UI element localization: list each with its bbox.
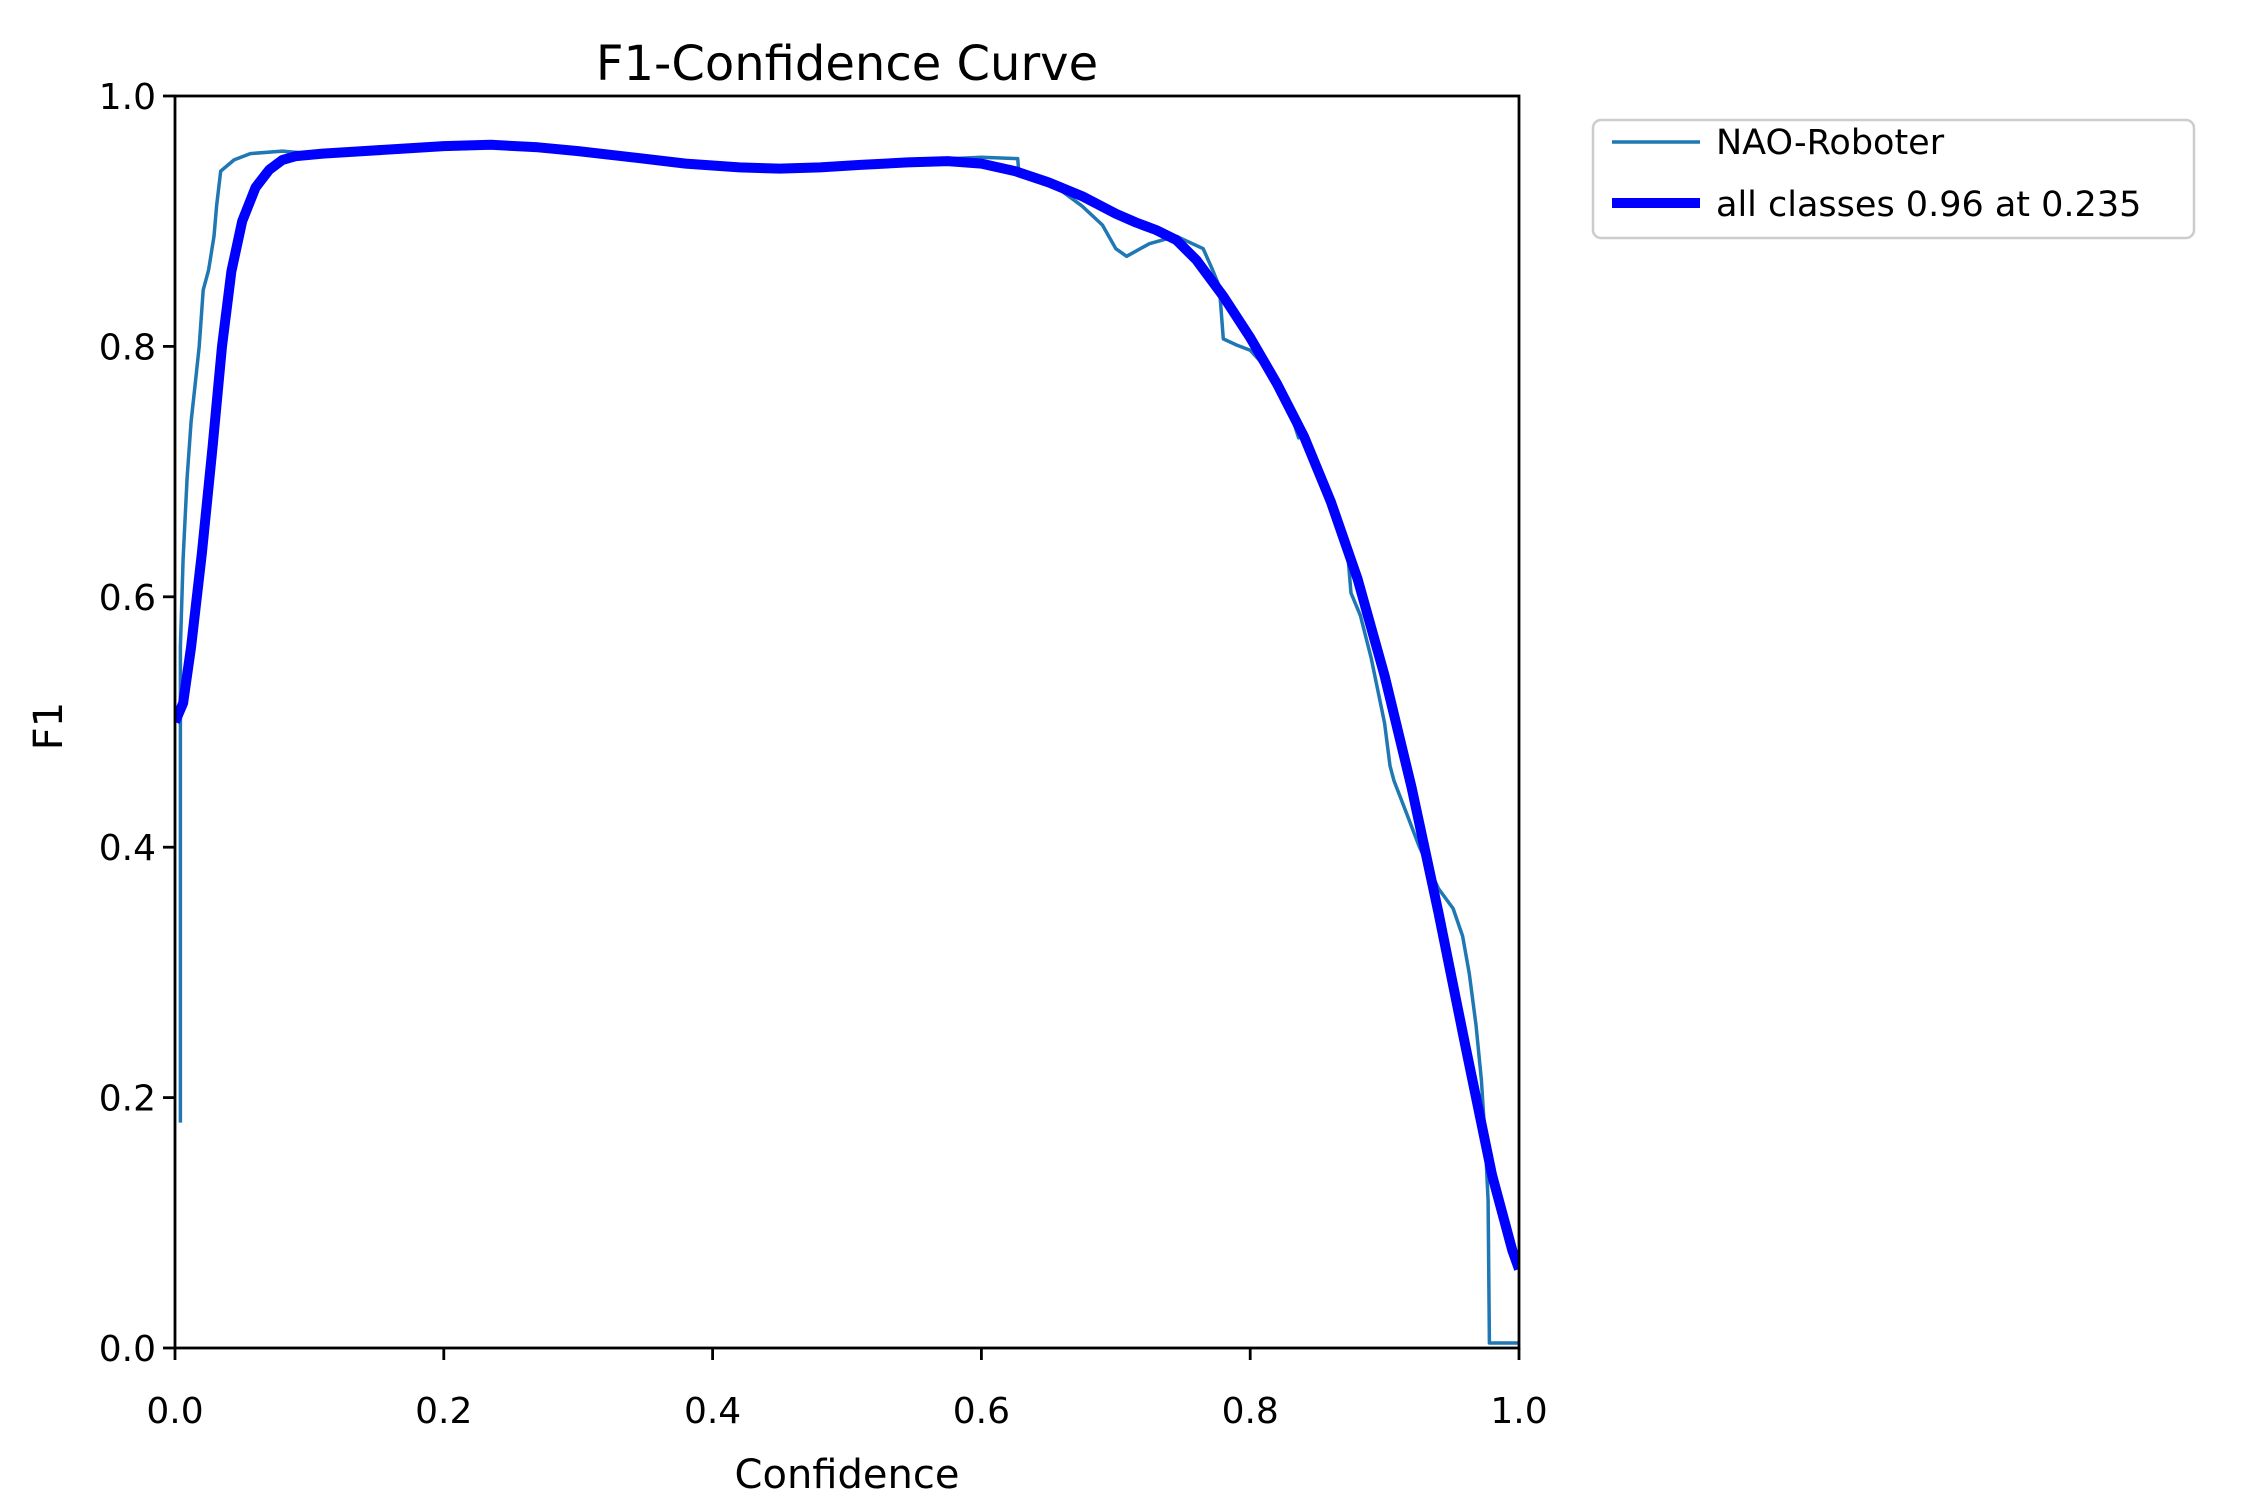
y-axis-label: F1 bbox=[26, 702, 72, 750]
y-tick-label: 0.0 bbox=[99, 1329, 156, 1370]
legend-box bbox=[1591, 118, 2196, 240]
x-tick-label: 0.2 bbox=[415, 1391, 472, 1432]
legend-item-nao-roboter: NAO-Roboter bbox=[1612, 123, 1945, 163]
chart-title: F1-Confidence Curve bbox=[596, 36, 1098, 92]
y-tick-label: 0.4 bbox=[99, 828, 156, 869]
curve-all-classes-0-96-at-0-235 bbox=[175, 139, 1519, 1271]
legend-item-all-classes: all classes 0.96 at 0.235 bbox=[1612, 185, 2141, 225]
x-tick-label: 0.4 bbox=[684, 1391, 741, 1432]
x-axis-label: Confidence bbox=[735, 1452, 960, 1498]
y-axis-ticks: 0.0 0.2 0.4 0.6 0.8 1.0 bbox=[99, 77, 175, 1370]
y-tick-label: 0.6 bbox=[99, 578, 156, 619]
x-axis-ticks: 0.0 0.2 0.4 0.6 0.8 1.0 bbox=[146, 1348, 1548, 1432]
curve-nao-roboter bbox=[178, 145, 1519, 1345]
y-tick-label: 0.8 bbox=[99, 327, 156, 368]
x-tick-label: 0.8 bbox=[1222, 1391, 1279, 1432]
plot-area-frame bbox=[173, 94, 1521, 1350]
legend-label-nao-roboter: NAO-Roboter bbox=[1716, 123, 1945, 163]
legend-label-all-classes: all classes 0.96 at 0.235 bbox=[1716, 185, 2141, 225]
legend: NAO-Roboter all classes 0.96 at 0.235 bbox=[1591, 118, 2196, 240]
curves bbox=[175, 139, 1519, 1345]
x-tick-label: 1.0 bbox=[1490, 1391, 1547, 1432]
y-tick-label: 0.2 bbox=[99, 1079, 156, 1120]
x-tick-label: 0.0 bbox=[146, 1391, 203, 1432]
y-tick-label: 1.0 bbox=[99, 77, 156, 118]
x-tick-label: 0.6 bbox=[953, 1391, 1010, 1432]
